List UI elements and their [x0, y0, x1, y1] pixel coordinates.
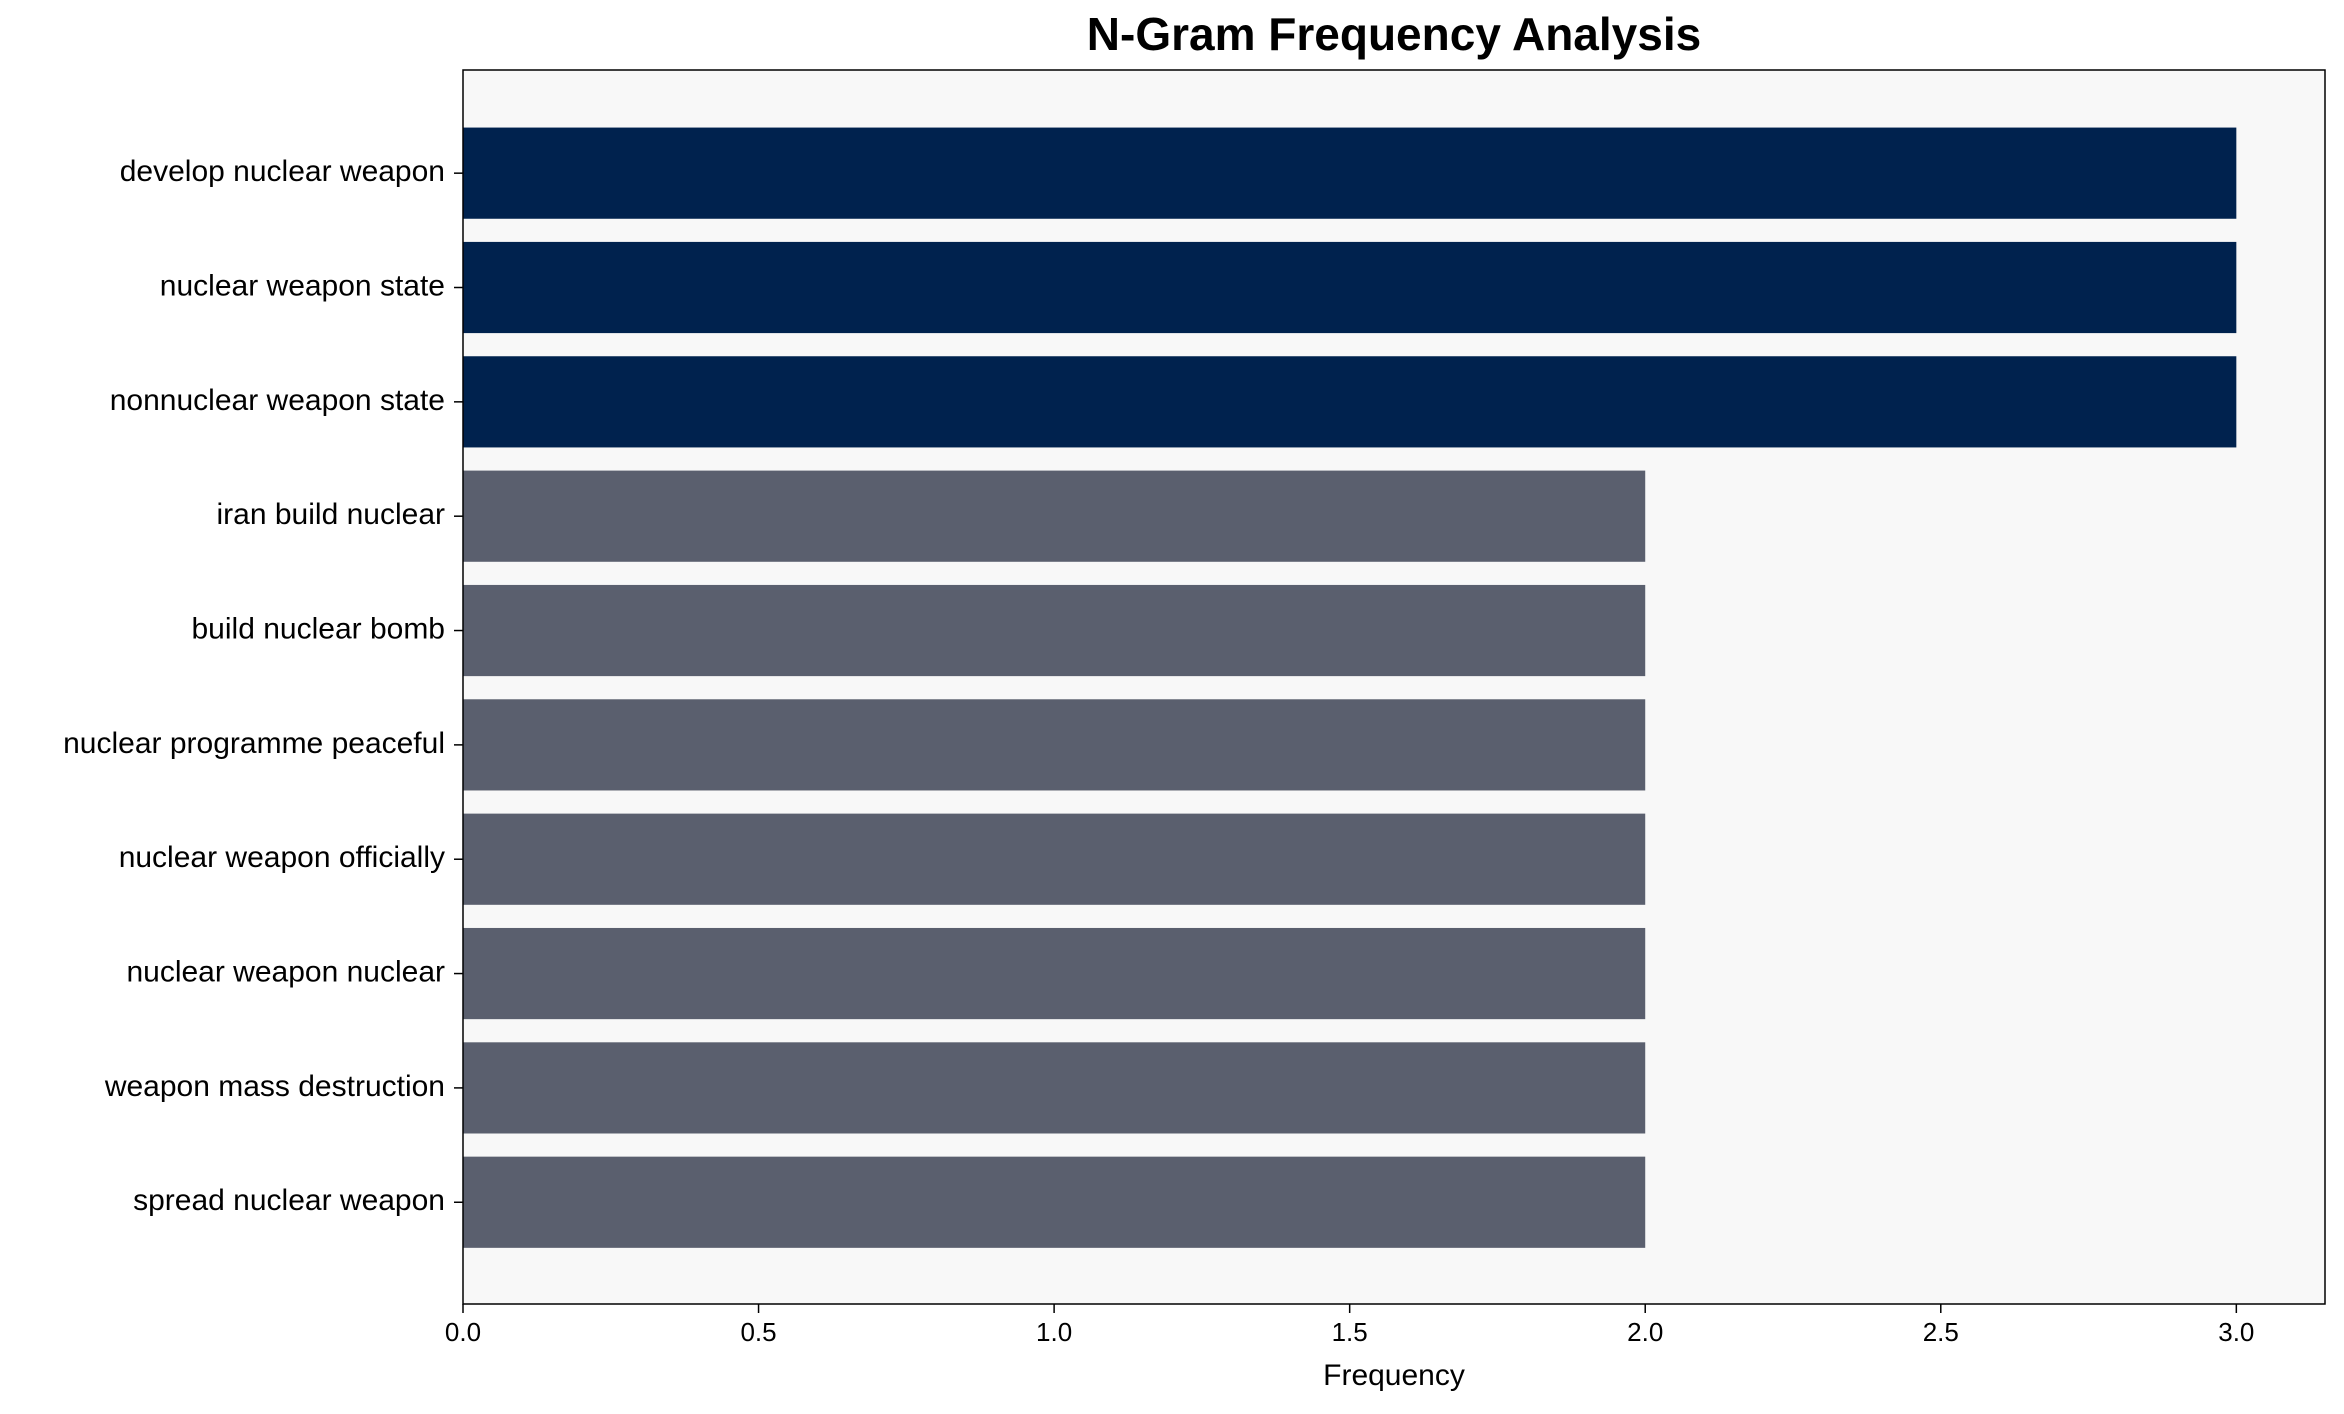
y-tick-label: develop nuclear weapon	[120, 155, 445, 188]
x-tick-label: 0.0	[445, 1317, 481, 1347]
y-tick-label: spread nuclear weapon	[133, 1184, 445, 1217]
x-tick-label: 2.5	[1923, 1317, 1959, 1347]
x-tick-label: 1.5	[1332, 1317, 1368, 1347]
bar	[463, 927, 1646, 1020]
y-tick-label: build nuclear bomb	[192, 612, 446, 645]
bar	[463, 1156, 1646, 1248]
axes-frame	[462, 69, 2326, 1305]
y-tick-label: iran build nuclear	[217, 498, 445, 531]
bar	[463, 813, 1646, 905]
x-tick-label: 2.0	[1627, 1317, 1663, 1347]
y-tick-label: nuclear weapon nuclear	[126, 955, 445, 988]
y-tick-label: nuclear programme peaceful	[63, 727, 445, 760]
bar	[463, 127, 2237, 219]
x-tick-label: 0.5	[740, 1317, 776, 1347]
x-tick-label: 3.0	[2218, 1317, 2254, 1347]
bar	[463, 356, 2237, 448]
y-tick-label: nonnuclear weapon state	[110, 384, 445, 417]
bar	[463, 1042, 1646, 1134]
y-tick-label: nuclear weapon officially	[119, 841, 445, 874]
bar	[463, 470, 1646, 562]
bar	[463, 241, 2237, 334]
bar	[463, 584, 1646, 677]
chart-title: N-Gram Frequency Analysis	[1087, 8, 1701, 60]
y-tick-label: nuclear weapon state	[160, 269, 445, 302]
x-tick-label: 1.0	[1036, 1317, 1072, 1347]
x-axis-label: Frequency	[1323, 1359, 1465, 1392]
bar	[463, 699, 1646, 791]
y-tick-label: weapon mass destruction	[104, 1070, 445, 1103]
